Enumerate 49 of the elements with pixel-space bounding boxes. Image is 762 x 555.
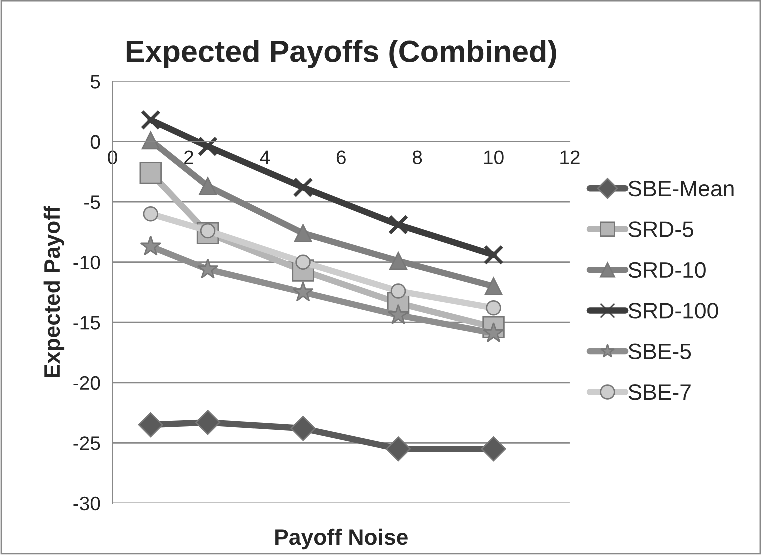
y-tick-label: -5 [84, 196, 100, 210]
y-tick-label: -15 [74, 316, 100, 330]
y-tick-label: -25 [74, 436, 100, 450]
legend-label: SBE-7 [628, 384, 691, 400]
x-tick-label: 10 [484, 150, 504, 164]
y-axis-title: Expected Payoff [44, 206, 65, 378]
point [483, 322, 504, 343]
point [294, 224, 312, 242]
x-tick-label: 8 [413, 150, 422, 164]
legend-label: SBE-Mean [628, 180, 734, 197]
point [140, 236, 162, 256]
chart-title: Expected Payoffs (Combined) [126, 40, 556, 68]
y-tick-label: 5 [90, 75, 100, 89]
x-tick-label: 12 [560, 150, 580, 164]
legend-label: SRD-10 [628, 262, 706, 278]
point [143, 206, 159, 222]
point [292, 281, 314, 302]
point [140, 110, 161, 130]
point [199, 177, 218, 196]
y-tick-label: -10 [74, 256, 100, 270]
point [196, 410, 221, 436]
point [484, 245, 504, 266]
point [481, 436, 506, 462]
point [386, 436, 412, 462]
point [290, 416, 316, 442]
point [390, 284, 406, 299]
x-tick-label: 4 [260, 150, 270, 164]
point [138, 412, 164, 438]
point [198, 136, 218, 157]
x-tick-label: 2 [184, 150, 194, 164]
y-tick-label: 0 [90, 135, 100, 150]
x-tick-label: 6 [336, 150, 346, 164]
point [486, 300, 502, 316]
y-tick-label: -20 [74, 376, 100, 390]
legend-label: SRD-5 [628, 222, 694, 238]
point [388, 214, 409, 236]
y-tick-label: -30 [74, 496, 100, 511]
point [390, 252, 408, 270]
x-axis-title: Payoff Noise [276, 528, 408, 550]
point [140, 162, 162, 184]
point [296, 254, 311, 270]
legend-label: SBE-5 [628, 344, 692, 360]
point [142, 132, 160, 150]
point [484, 277, 503, 296]
x-tick-label: 0 [108, 150, 118, 164]
point [388, 304, 410, 325]
point [197, 258, 219, 279]
legend-label: SRD-100 [628, 303, 718, 319]
point [293, 178, 314, 198]
